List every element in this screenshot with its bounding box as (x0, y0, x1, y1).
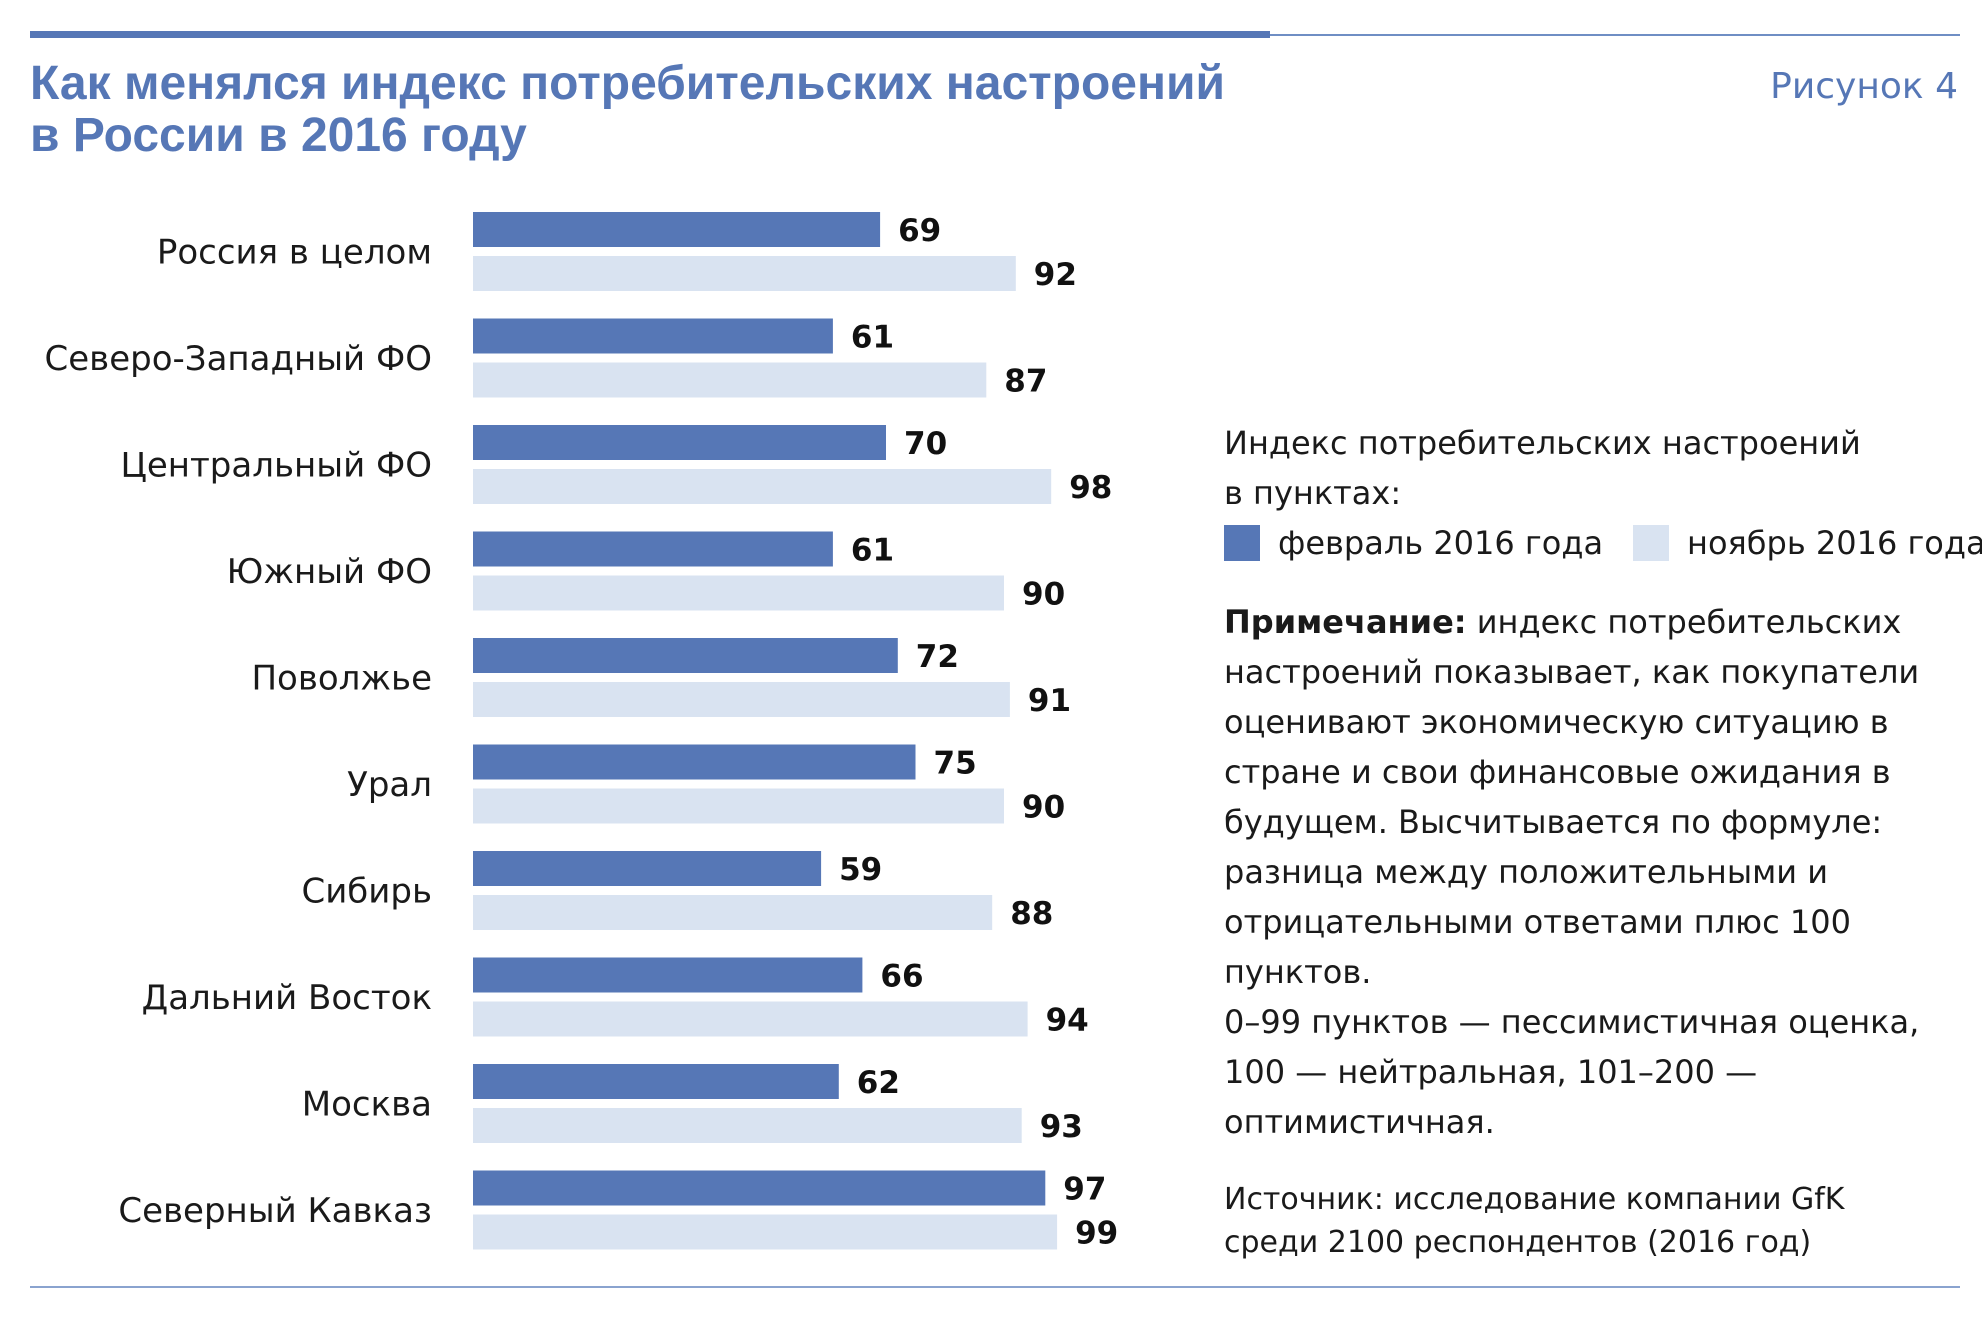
bar-nov (473, 1214, 1058, 1250)
source-line-2: среди 2100 респондентов (2016 год) (1224, 1225, 1812, 1260)
bar-feb (473, 957, 863, 993)
legend-title-line-1: Индекс потребительских настроений (1224, 424, 1861, 462)
value-label-feb: 59 (839, 852, 882, 888)
category-label: Северный Кавказ (118, 1191, 432, 1231)
value-label-nov: 94 (1046, 1003, 1089, 1039)
legend-item-nov: ноябрь 2016 года (1633, 518, 1982, 568)
source-line-1: Источник: исследование компании GfK (1224, 1182, 1845, 1217)
value-label-nov: 90 (1022, 577, 1065, 613)
bar-feb (473, 1064, 839, 1099)
bar-nov (473, 682, 1010, 717)
bar-feb (473, 318, 833, 354)
category-label: Урал (347, 765, 432, 805)
category-label: Россия в целом (157, 233, 432, 273)
value-label-nov: 93 (1040, 1109, 1083, 1145)
note-paragraph-2: 0–99 пунктов — пессимистичная оценка, 10… (1224, 1003, 1920, 1141)
value-label-nov: 92 (1034, 257, 1077, 293)
legend-swatch-feb (1224, 525, 1260, 561)
note-paragraph-1: Примечание: индекс потребительских настр… (1224, 597, 1964, 997)
value-label-feb: 97 (1063, 1172, 1106, 1208)
legend-title: Индекс потребительских настроений в пунк… (1224, 418, 1964, 518)
note-text-1: индекс потребительских настроений показы… (1224, 603, 1920, 991)
source: Источник: исследование компании GfK сред… (1224, 1178, 1964, 1264)
value-label-nov: 88 (1010, 896, 1053, 932)
chart-title-line-2: в России в 2016 году (30, 109, 527, 162)
bar-nov (473, 895, 993, 930)
legend-swatch-nov (1633, 525, 1670, 561)
value-label-feb: 62 (857, 1065, 900, 1101)
bar-feb (473, 744, 916, 780)
bar-nov (473, 256, 1016, 291)
legend: Индекс потребительских настроений в пунк… (1224, 418, 1982, 568)
bar-nov (473, 469, 1052, 504)
note-bold-label: Примечание: (1224, 603, 1467, 641)
category-label: Южный ФО (227, 552, 432, 592)
value-label-nov: 98 (1069, 470, 1112, 506)
value-label-feb: 70 (904, 426, 947, 462)
bar-chart: Россия в целом 69 92 Северо-Западный ФО 61 87… (45, 212, 1118, 1252)
top-rule-thin (1270, 34, 1960, 36)
bar-feb (473, 1170, 1046, 1206)
bar-nov (473, 1001, 1028, 1037)
chart-title: Как менялся индекс потребительских настр… (30, 58, 1330, 162)
bar-feb (473, 425, 886, 460)
value-label-feb: 72 (916, 639, 959, 675)
bar-nov (473, 1108, 1022, 1143)
category-label: Сибирь (301, 872, 432, 912)
bar-feb (473, 638, 898, 673)
value-label-feb: 66 (880, 959, 923, 995)
bar-nov (473, 788, 1004, 824)
value-label-nov: 99 (1075, 1216, 1118, 1252)
top-rule-thick (30, 31, 1270, 38)
bottom-rule (30, 1286, 1960, 1288)
legend-label-feb: февраль 2016 года (1278, 524, 1604, 562)
chart-title-line-1: Как менялся индекс потребительских настр… (30, 57, 1225, 110)
value-label-feb: 61 (851, 533, 894, 569)
bar-feb (473, 212, 881, 247)
value-label-feb: 75 (934, 746, 977, 782)
bar-feb (473, 851, 822, 886)
figure-label: Рисунок 4 (1770, 66, 1958, 107)
value-label-feb: 61 (851, 320, 894, 356)
value-label-nov: 87 (1004, 364, 1047, 400)
category-label: Центральный ФО (120, 446, 432, 486)
legend-item-feb: февраль 2016 года (1224, 518, 1603, 568)
category-label: Москва (302, 1085, 432, 1125)
category-label: Северо-Западный ФО (45, 339, 432, 379)
legend-title-line-2: в пунктах: (1224, 474, 1402, 512)
category-label: Дальний Восток (142, 978, 432, 1018)
category-label: Поволжье (251, 659, 432, 699)
legend-items: февраль 2016 года ноябрь 2016 года (1224, 518, 1982, 568)
note: Примечание: индекс потребительских настр… (1224, 597, 1964, 1147)
value-label-feb: 69 (898, 213, 941, 249)
bar-nov (473, 362, 987, 398)
value-label-nov: 90 (1022, 790, 1065, 826)
bar-feb (473, 531, 833, 567)
legend-label-nov: ноябрь 2016 года (1687, 524, 1982, 562)
value-label-nov: 91 (1028, 683, 1071, 719)
bar-nov (473, 575, 1004, 611)
